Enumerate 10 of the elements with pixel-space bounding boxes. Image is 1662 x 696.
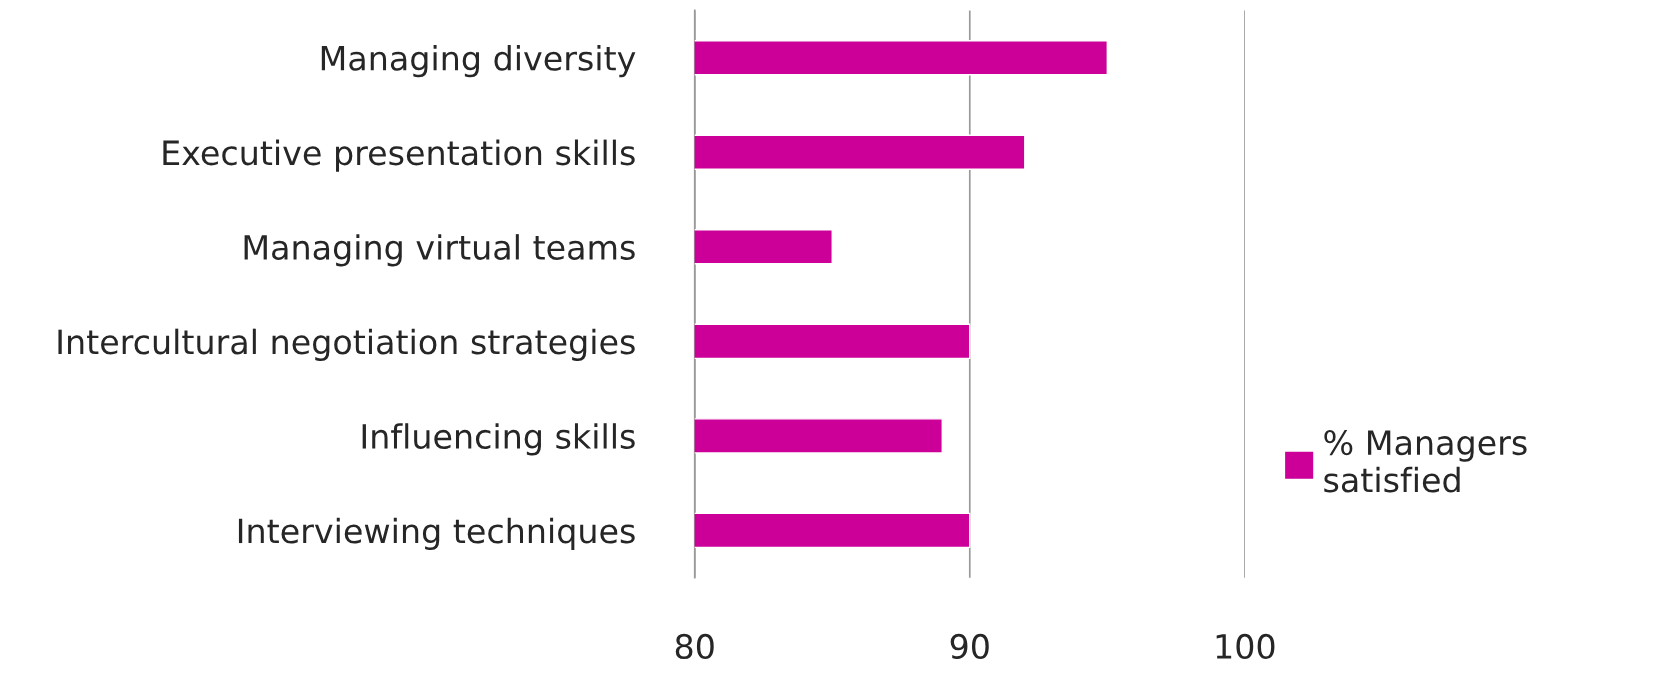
legend-label: % Managers satisfied [1324, 430, 1527, 493]
y-tick-label: Managing virtual teams [244, 234, 635, 267]
x-tick-label: 100 [1216, 633, 1275, 660]
y-tick-label: Interviewing techniques [238, 517, 635, 551]
y-tick-label: Managing diversity [321, 45, 636, 78]
x-tick-label: 80 [675, 633, 714, 660]
y-tick-label: Executive presentation skills [163, 139, 635, 172]
x-tick-label: 90 [950, 633, 989, 660]
y-tick-label: Influencing skills [362, 423, 635, 456]
y-tick-label: Intercultural negotiation strategies [58, 328, 635, 361]
